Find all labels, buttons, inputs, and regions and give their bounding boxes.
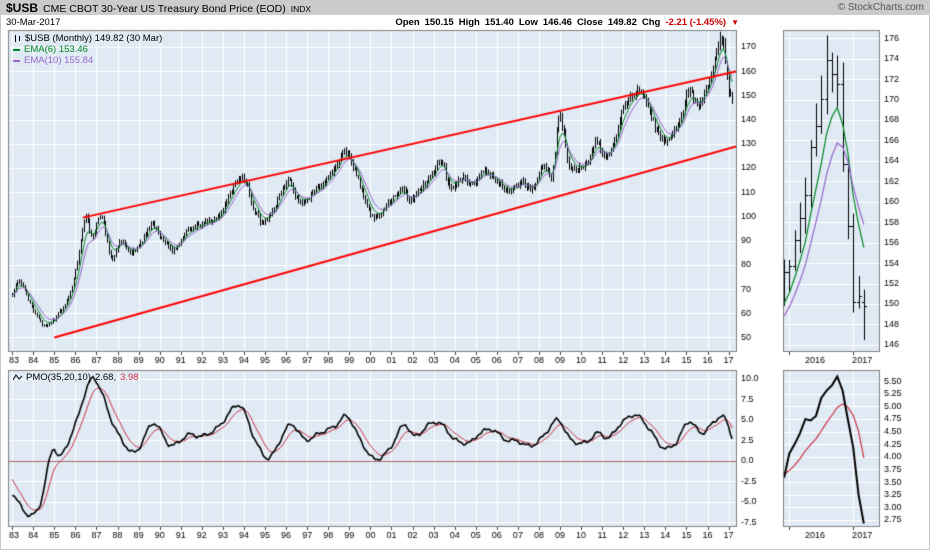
- pmo-legend-value: 2.68,: [94, 372, 117, 383]
- high-label: High: [458, 17, 480, 28]
- pmo-legend-name: PMO(35,20,10): [26, 372, 91, 383]
- subheader-row: 30-Mar-2017 Open 150.15 High 151.40 Low …: [6, 16, 739, 29]
- low-label: Low: [518, 17, 538, 28]
- chart-date: 30-Mar-2017: [6, 17, 61, 28]
- ema10-line-icon: [13, 59, 20, 62]
- open-label: Open: [395, 17, 420, 28]
- price-bars-icon: [15, 35, 20, 42]
- high-value: 151.40: [484, 17, 514, 28]
- low-value: 146.46: [542, 17, 572, 28]
- price-legend-series-row: $USB (Monthly) 149.82 (30 Mar): [13, 33, 162, 44]
- pmo-legend-row: PMO(35,20,10) 2.68, 3.98: [13, 372, 139, 383]
- indicator-line-icon: [13, 374, 22, 381]
- close-label: Close: [576, 17, 603, 28]
- ema6-legend: EMA(6) 153.46: [24, 44, 88, 55]
- quote-strip: Open 150.15 High 151.40 Low 146.46 Close…: [395, 17, 739, 28]
- header-bar: $USB CME CBOT 30-Year US Treasury Bond P…: [0, 0, 930, 15]
- change-label: Chg: [641, 17, 661, 28]
- pmo-legend-signal: 3.98: [120, 372, 139, 383]
- open-value: 150.15: [424, 17, 454, 28]
- chart-title: CME CBOT 30-Year US Treasury Bond Price …: [43, 2, 286, 15]
- pmo-legend: PMO(35,20,10) 2.68, 3.98: [13, 372, 139, 383]
- change-value: -2.21 (-1.45%): [665, 17, 727, 28]
- symbol-label: $USB: [6, 0, 39, 15]
- header-title-group: $USB CME CBOT 30-Year US Treasury Bond P…: [6, 1, 311, 15]
- price-legend: $USB (Monthly) 149.82 (30 Mar) EMA(6) 15…: [13, 33, 162, 66]
- close-value: 149.82: [607, 17, 637, 28]
- price-legend-ema6-row: EMA(6) 153.46: [13, 44, 162, 55]
- price-legend-ema10-row: EMA(10) 155.84: [13, 55, 162, 66]
- exchange-label: INDX: [290, 3, 312, 14]
- copyright-label: © StockCharts.com: [837, 2, 924, 13]
- ema6-line-icon: [13, 48, 20, 51]
- down-arrow-icon: ▼: [731, 17, 739, 27]
- price-legend-series: $USB (Monthly) 149.82 (30 Mar): [25, 33, 163, 44]
- ema10-legend: EMA(10) 155.84: [24, 55, 94, 66]
